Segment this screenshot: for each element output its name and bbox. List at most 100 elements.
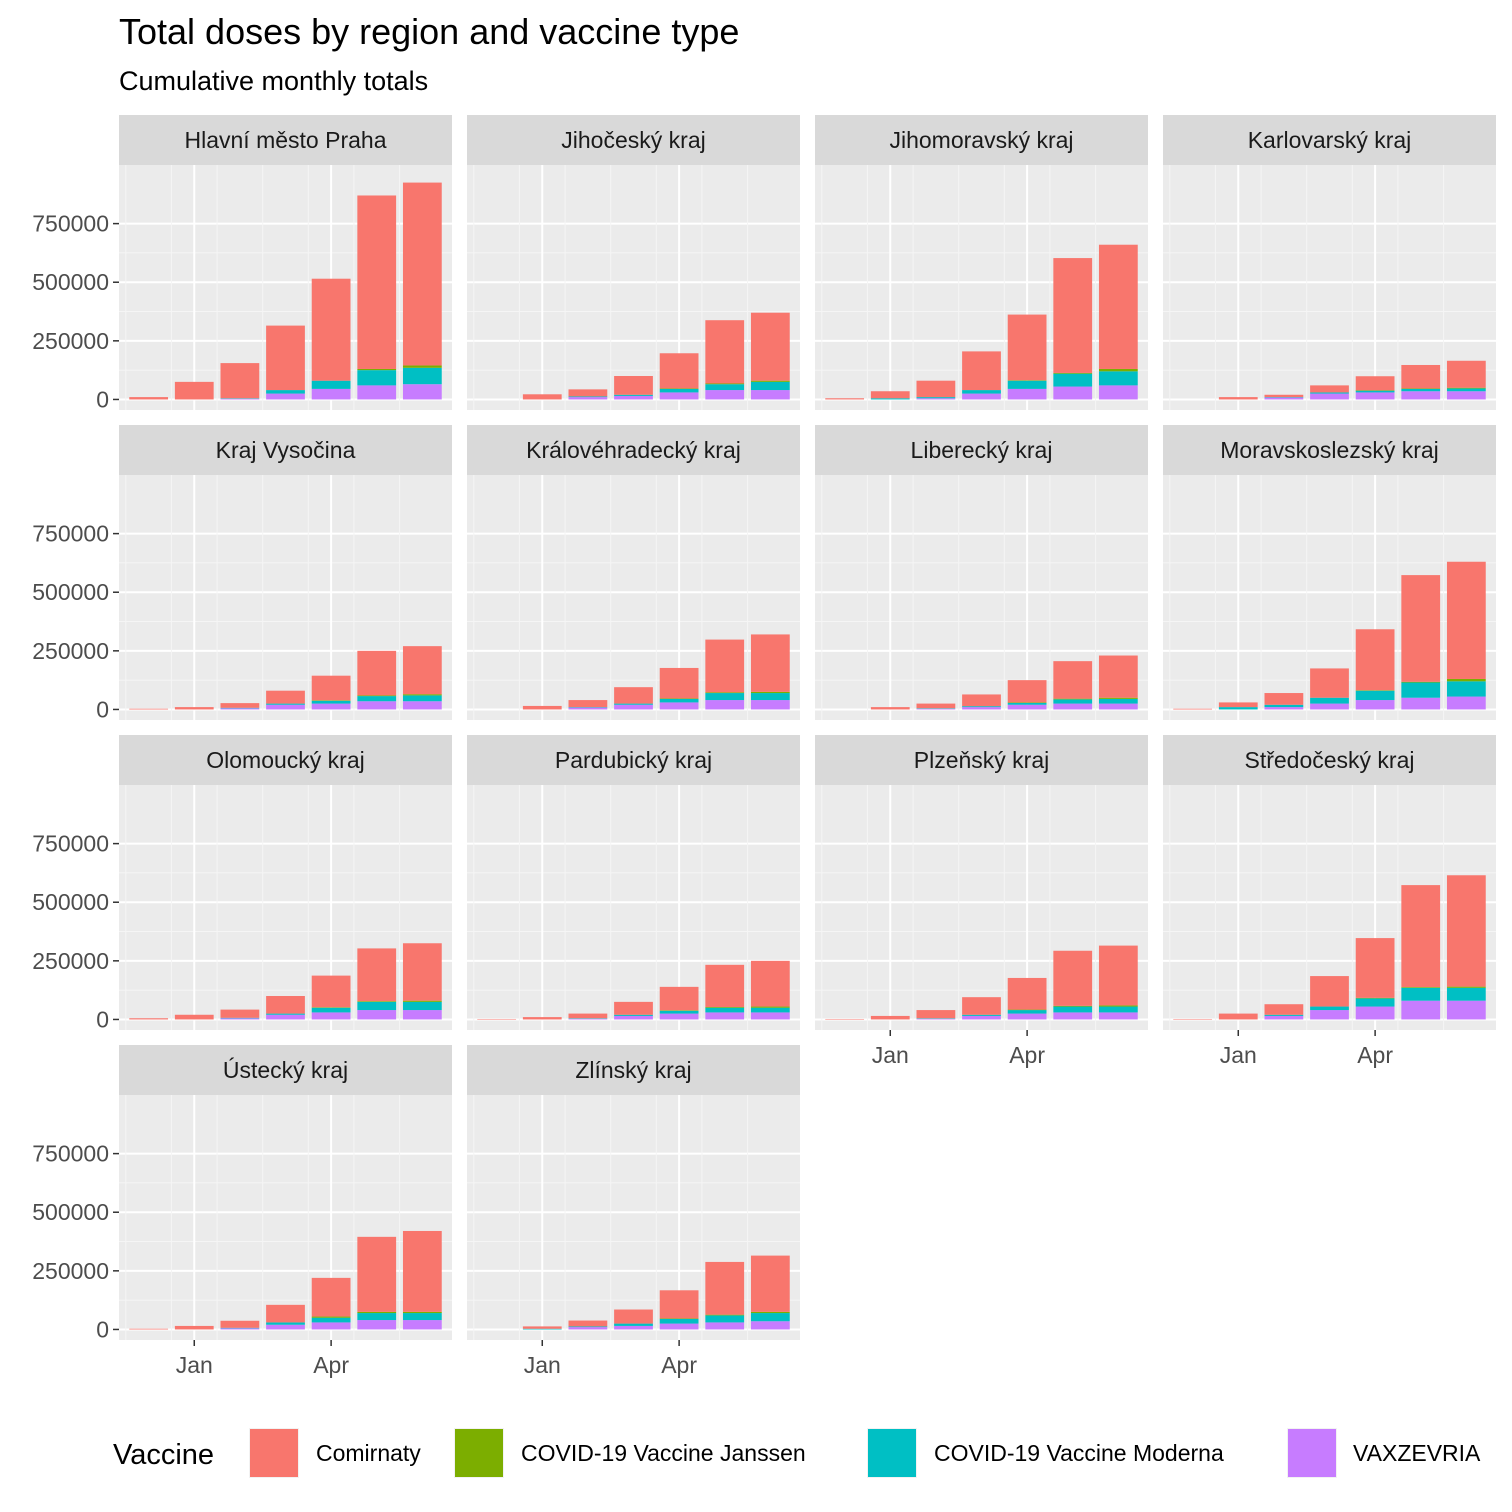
- y-tick-label: 500000: [32, 1199, 109, 1225]
- bar-segment: [1446, 561, 1486, 679]
- bar-segment: [659, 388, 699, 393]
- plot-background: [467, 1095, 800, 1340]
- bar-segment: [750, 1311, 790, 1314]
- bar-segment: [1355, 690, 1395, 691]
- bar-segment: [1053, 698, 1093, 700]
- bar-segment: [1098, 368, 1138, 372]
- bar-segment: [705, 1314, 745, 1316]
- bar-segment: [614, 1309, 653, 1324]
- x-tick-label: Jan: [176, 1352, 213, 1378]
- legend-key: [868, 1429, 916, 1477]
- bar-segment: [1264, 1014, 1304, 1016]
- y-tick-label: 500000: [32, 579, 109, 605]
- facet-strip: [119, 1045, 452, 1095]
- bar-segment: [962, 390, 1001, 394]
- bar-segment: [1355, 629, 1395, 691]
- bar-segment: [220, 398, 260, 400]
- bar-segment: [962, 1014, 1001, 1016]
- bar-segment: [705, 692, 745, 694]
- bar-segment: [962, 393, 1001, 400]
- bar-segment: [1401, 364, 1441, 389]
- bar-segment: [1446, 986, 1486, 988]
- bar-segment: [1053, 950, 1093, 1006]
- bar-segment: [220, 1009, 260, 1018]
- bar-segment: [1401, 697, 1441, 710]
- bar-segment: [357, 650, 397, 696]
- facet-panel: Kraj Vysočina 0 250000 500000 750000: [32, 425, 452, 722]
- bar-segment: [1007, 380, 1047, 381]
- bar-segment: [174, 1325, 214, 1330]
- bar-segment: [750, 1006, 790, 1008]
- facet-panel: Jihomoravský kraj: [815, 115, 1148, 410]
- bar-segment: [1264, 397, 1304, 400]
- bar-segment: [962, 1015, 1001, 1020]
- bar-segment: [916, 1010, 956, 1019]
- facet-strip: [1163, 115, 1496, 165]
- bar-segment: [266, 390, 305, 394]
- bar-segment: [1310, 385, 1349, 393]
- bar-segment: [1355, 392, 1395, 400]
- facet-panel: Karlovarský kraj: [1163, 115, 1496, 410]
- bar-segment: [962, 694, 1001, 707]
- bar-segment: [311, 700, 351, 704]
- legend-label: COVID-19 Vaccine Janssen: [521, 1440, 806, 1466]
- bar-segment: [614, 1323, 653, 1326]
- y-tick-label: 0: [96, 1006, 109, 1032]
- facet-strip-label: Pardubický kraj: [555, 747, 712, 773]
- bar-segment: [402, 1001, 442, 1011]
- bar-segment: [220, 703, 260, 708]
- bar-segment: [357, 1001, 397, 1002]
- bar-segment: [402, 1313, 442, 1321]
- bar-segment: [1355, 390, 1395, 391]
- bar-segment: [750, 380, 790, 382]
- facet-strip-label: Středočeský kraj: [1244, 747, 1414, 773]
- bar-segment: [1007, 1013, 1047, 1020]
- bar-segment: [659, 1318, 699, 1324]
- bar-segment: [750, 1313, 790, 1322]
- bar-segment: [357, 1236, 397, 1312]
- bar-segment: [659, 702, 699, 710]
- bar-segment: [568, 1018, 608, 1019]
- y-tick-label: 0: [96, 386, 109, 412]
- bar-segment: [659, 1318, 699, 1319]
- bar-segment: [916, 1018, 956, 1020]
- bar-segment: [357, 696, 397, 702]
- facet-panel: Královéhradecký kraj: [467, 425, 800, 720]
- facet-strip-label: Moravskoslezský kraj: [1220, 437, 1439, 463]
- y-tick-label: 750000: [32, 831, 109, 857]
- facet-strip: [119, 425, 452, 475]
- plot-background: [119, 785, 452, 1030]
- bar-segment: [1218, 397, 1258, 400]
- bar-segment: [870, 398, 910, 400]
- bar-segment: [568, 1327, 608, 1330]
- plot-background: [1163, 165, 1496, 410]
- bar-segment: [174, 1014, 214, 1020]
- bar-segment: [1446, 987, 1486, 1001]
- bar-segment: [1098, 945, 1138, 1006]
- facet-strip: [815, 735, 1148, 785]
- bar-segment: [614, 1325, 653, 1330]
- facet-strip-label: Hlavní město Praha: [185, 127, 387, 153]
- facet-strip: [1163, 425, 1496, 475]
- bar-segment: [402, 694, 442, 696]
- bar-segment: [1007, 702, 1047, 705]
- legend-key: [455, 1429, 503, 1477]
- bar-segment: [1446, 681, 1486, 697]
- plot-background: [467, 785, 800, 1030]
- bar-segment: [1264, 704, 1304, 708]
- bar-segment: [659, 1013, 699, 1020]
- bar-segment: [1098, 1006, 1138, 1013]
- bar-segment: [750, 312, 790, 381]
- bar-segment: [705, 1012, 745, 1020]
- bar-segment: [568, 396, 608, 398]
- facet-strip: [119, 115, 452, 165]
- bar-segment: [705, 390, 745, 400]
- bar-segment: [916, 398, 956, 400]
- bar-segment: [614, 1014, 653, 1016]
- bar-segment: [750, 1321, 790, 1330]
- y-tick-label: 250000: [32, 1258, 109, 1284]
- bar-segment: [568, 1320, 608, 1327]
- bar-segment: [568, 1018, 608, 1020]
- facet-strip: [119, 735, 452, 785]
